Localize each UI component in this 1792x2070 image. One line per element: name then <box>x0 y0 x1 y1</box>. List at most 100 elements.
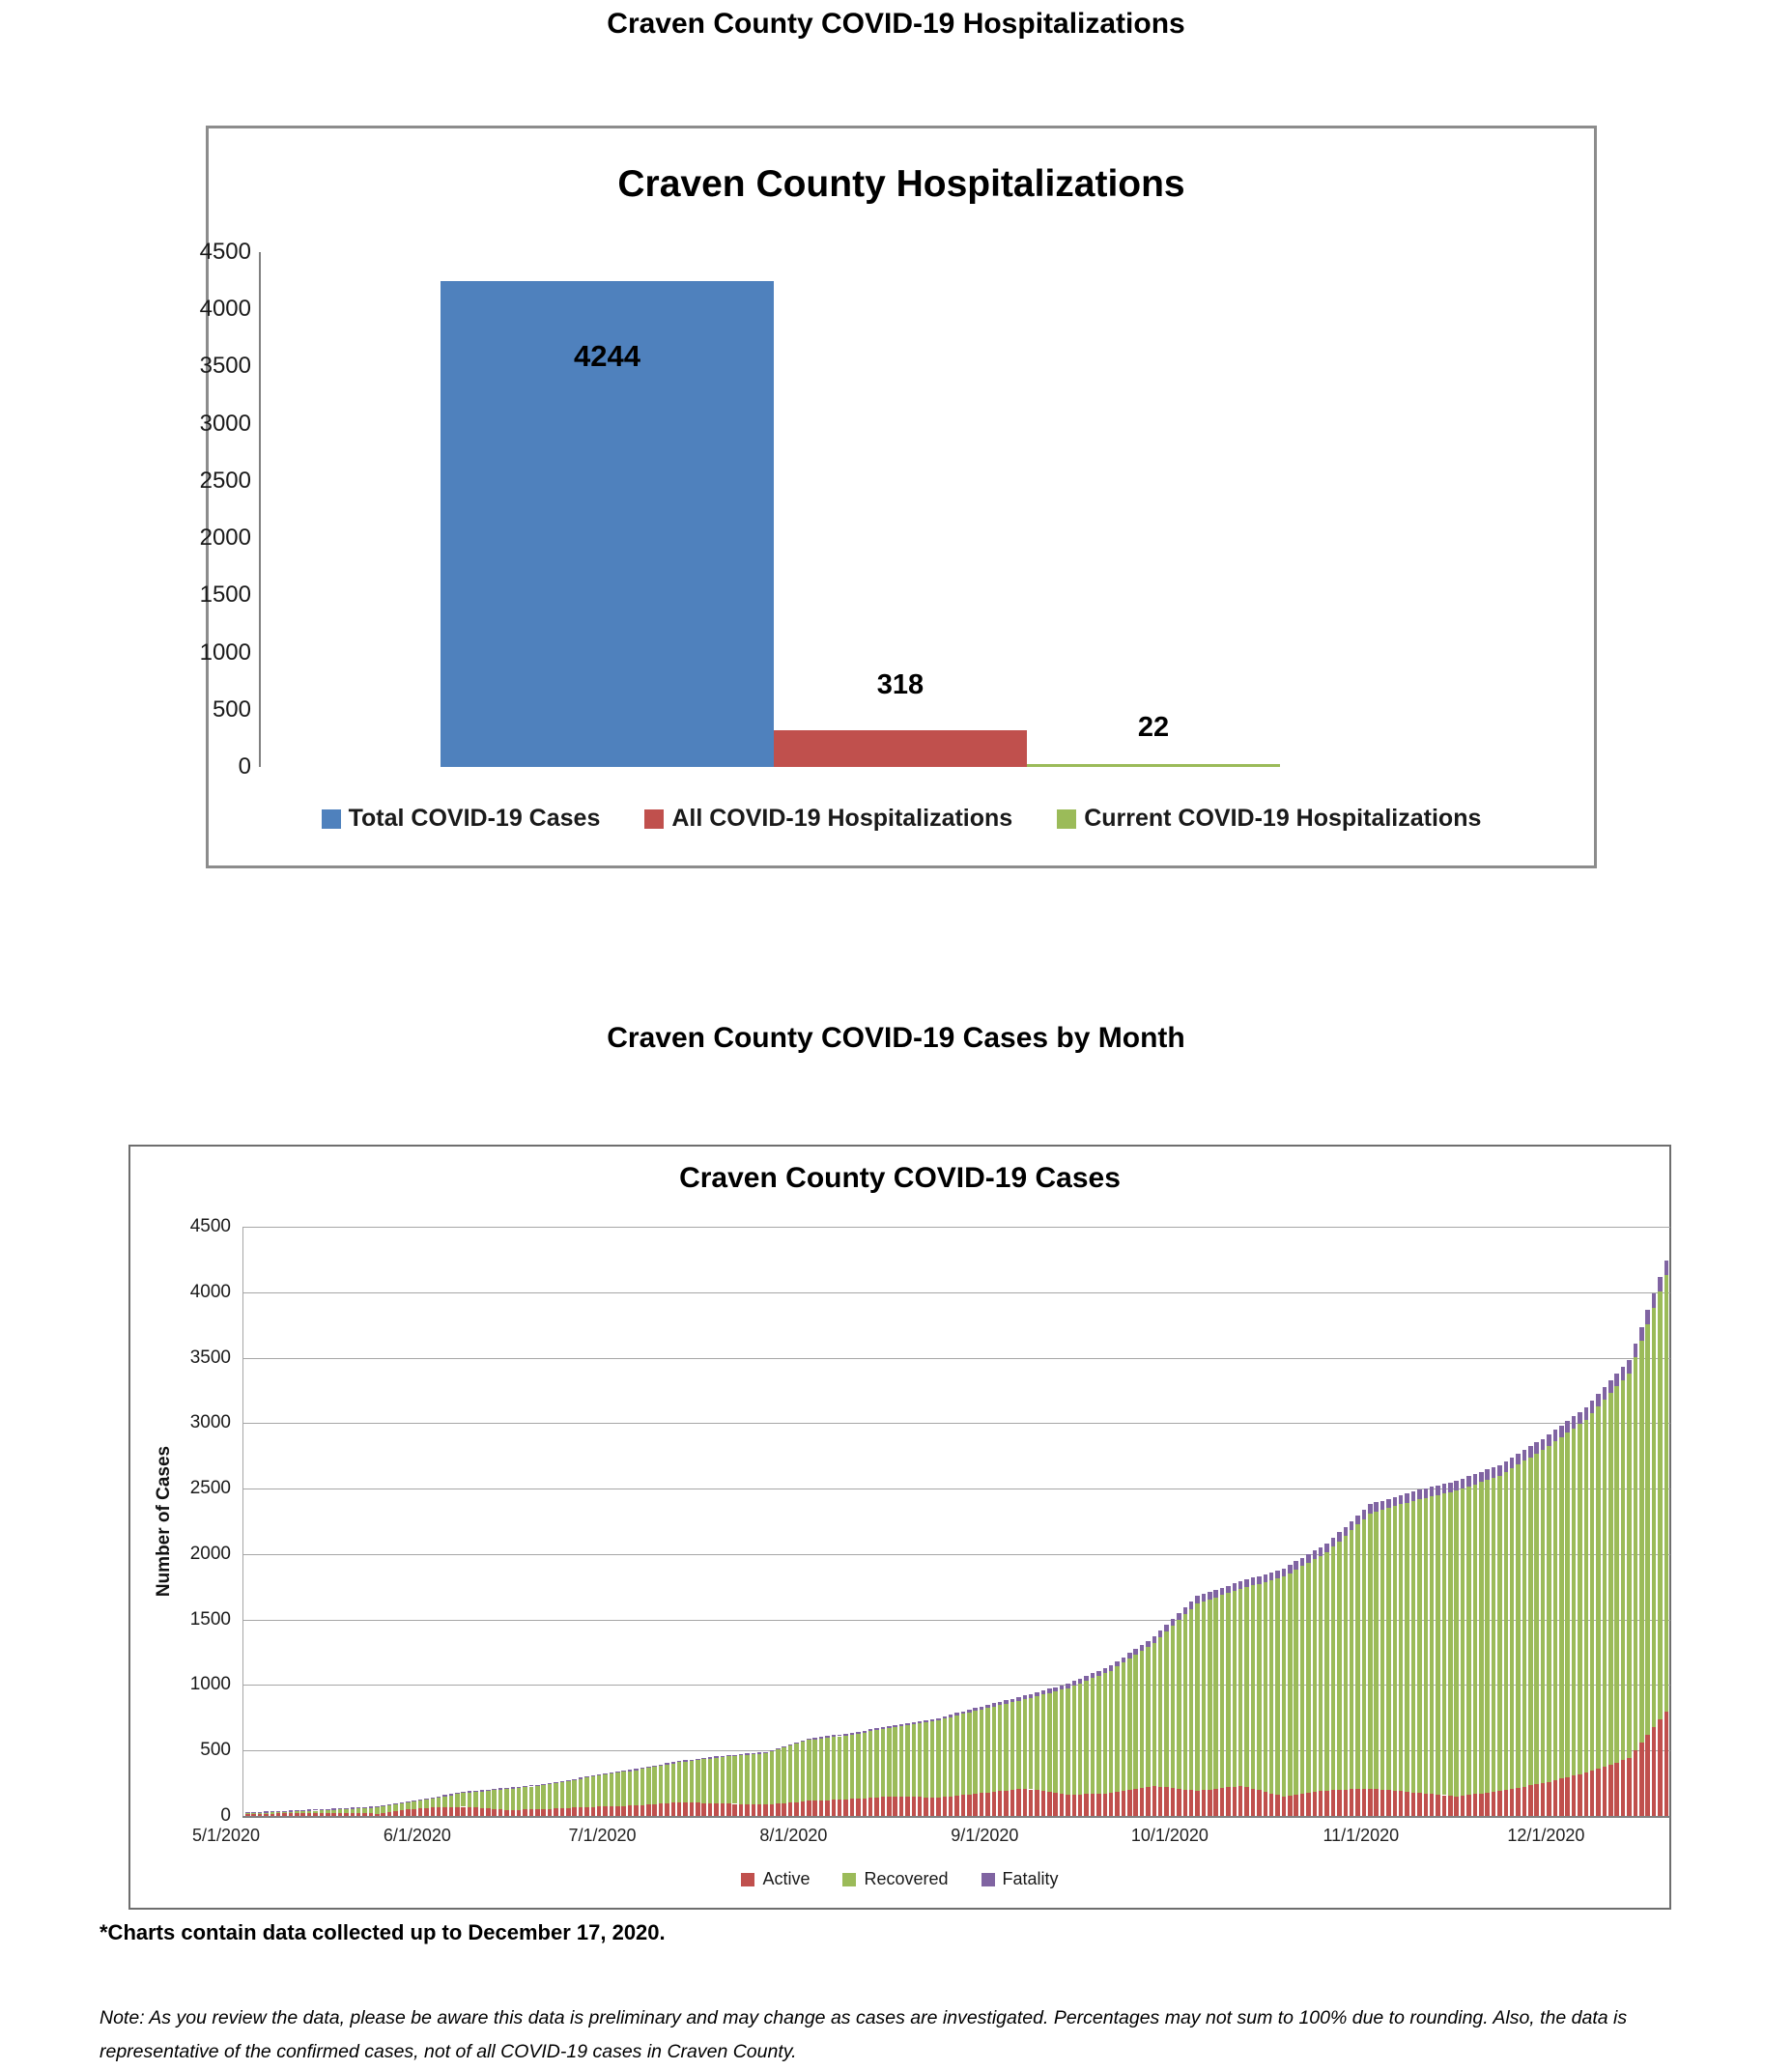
chart2-plot-area: 0 500 1000 1500 2000 2500 3000 3500 4000 4500 5/1/… <box>130 1147 1670 1908</box>
y-tick-label: 1500 <box>189 1608 231 1630</box>
bar-recovered-segment <box>1355 1524 1360 1790</box>
bar-fatality-segment <box>448 1794 454 1796</box>
bar-fatality-segment <box>1071 1681 1077 1687</box>
bar-recovered-segment <box>455 1794 460 1807</box>
bar-fatality-segment <box>701 1758 706 1760</box>
y-tick-label: 1000 <box>199 638 251 666</box>
bar-active-segment <box>701 1802 706 1816</box>
bar-recovered-segment <box>1281 1576 1287 1797</box>
bar-active-segment <box>973 1793 978 1816</box>
section-title-cases-by-month: Craven County COVID-19 Cases by Month <box>607 1022 1185 1054</box>
legend-swatch-icon <box>842 1872 857 1886</box>
bar-active-segment <box>362 1813 367 1816</box>
bar-active-segment <box>1077 1794 1083 1816</box>
bar-fatality-segment <box>646 1766 651 1769</box>
h-gridline <box>242 1357 1670 1359</box>
h-gridline <box>242 1423 1670 1425</box>
bar-recovered-segment <box>1436 1494 1440 1795</box>
bar-active-segment <box>751 1804 756 1816</box>
bar-fatality-segment <box>1201 1594 1207 1602</box>
y-tick-label: 4000 <box>199 296 251 323</box>
bar-recovered-segment <box>898 1725 904 1797</box>
bar-recovered-segment <box>707 1758 713 1803</box>
bar-recovered-segment <box>1312 1559 1318 1793</box>
bar-active-segment <box>1004 1790 1009 1816</box>
bar-fatality-segment <box>1614 1374 1619 1387</box>
bar-fatality-segment <box>924 1719 928 1722</box>
bar-fatality-segment <box>313 1809 318 1811</box>
bar-recovered-segment <box>800 1742 806 1801</box>
bar-active-segment <box>929 1797 935 1816</box>
bar-fatality-segment <box>1066 1684 1070 1688</box>
bar-active-segment <box>1133 1789 1138 1816</box>
bar-fatality-segment <box>1040 1690 1046 1695</box>
bar-active-segment <box>652 1803 657 1816</box>
bar-fatality-segment <box>467 1791 472 1793</box>
bar-fatality-segment <box>696 1758 700 1761</box>
bar-recovered-segment <box>1633 1356 1638 1751</box>
bar-fatality-segment <box>732 1754 737 1756</box>
bar-active-segment <box>1448 1796 1453 1816</box>
bar-active-segment <box>707 1802 713 1816</box>
bar-fatality-segment <box>689 1759 695 1761</box>
bar-recovered-segment <box>1115 1666 1120 1793</box>
bar-fatality-segment <box>300 1809 305 1812</box>
bar-all-covid-19-hospitalizations <box>774 730 1027 767</box>
bar-active-segment <box>473 1807 478 1816</box>
bar-fatality-segment <box>1503 1460 1509 1472</box>
bar-recovered-segment <box>381 1806 385 1813</box>
bar-fatality-segment <box>1547 1433 1551 1446</box>
bar-recovered-segment <box>1121 1662 1126 1792</box>
bar-active-segment <box>590 1806 596 1816</box>
bar-active-segment <box>1237 1785 1243 1816</box>
bar-fatality-segment <box>917 1720 923 1723</box>
bar-fatality-segment <box>1343 1526 1349 1536</box>
bar-fatality-segment <box>479 1790 485 1792</box>
bar-fatality-segment <box>948 1715 953 1717</box>
bar-active-segment <box>1016 1789 1021 1816</box>
bar-active-segment <box>1219 1788 1225 1816</box>
bar-fatality-segment <box>954 1713 959 1716</box>
bar-fatality-segment <box>1170 1619 1176 1627</box>
legend-item-total-covid-19-cases: Total COVID-19 Cases <box>321 805 600 833</box>
bar-fatality-segment <box>763 1751 768 1753</box>
bar-fatality-segment <box>1516 1454 1521 1465</box>
bar-recovered-segment <box>621 1772 626 1806</box>
bar-active-segment <box>621 1805 626 1816</box>
bar-active-segment <box>1066 1795 1070 1816</box>
bar-active-segment <box>1208 1789 1212 1816</box>
bar-fatality-segment <box>756 1752 762 1754</box>
y-tick-label: 3000 <box>199 410 251 437</box>
bar-active-segment <box>584 1806 589 1816</box>
legend-item-recovered: Recovered <box>842 1869 949 1889</box>
bar-active-segment <box>1275 1795 1280 1816</box>
bar-active-segment <box>849 1799 855 1816</box>
bar-active-segment <box>1368 1788 1373 1816</box>
bar-fatality-segment <box>319 1808 325 1811</box>
bar-active-segment <box>1602 1766 1607 1816</box>
bar-active-segment <box>251 1813 256 1816</box>
bar-active-segment <box>486 1808 491 1816</box>
bar-fatality-segment <box>1454 1480 1459 1491</box>
bar-recovered-segment <box>856 1733 861 1799</box>
bar-recovered-segment <box>1188 1608 1194 1791</box>
bar-fatality-segment <box>812 1737 817 1740</box>
h-gridline <box>242 1553 1670 1555</box>
bar-active-segment <box>1244 1787 1249 1816</box>
bar-fatality-segment <box>1318 1546 1323 1556</box>
bar-recovered-segment <box>1090 1678 1095 1795</box>
bar-recovered-segment <box>417 1801 423 1808</box>
bar-active-segment <box>1337 1789 1342 1816</box>
bar-recovered-segment <box>837 1736 842 1800</box>
bar-recovered-segment <box>510 1788 516 1810</box>
bar-recovered-segment <box>1040 1694 1046 1792</box>
bar-fatality-segment <box>1423 1488 1429 1498</box>
bar-recovered-segment <box>498 1789 503 1810</box>
x-tick-label: 10/1/2020 <box>1130 1826 1209 1845</box>
bar-fatality-segment <box>535 1784 540 1786</box>
bar-recovered-segment <box>1208 1599 1212 1790</box>
y-tick-label: 0 <box>220 1805 231 1826</box>
bar-recovered-segment <box>905 1724 910 1798</box>
bar-active-segment <box>948 1796 953 1816</box>
bar-fatality-segment <box>442 1795 447 1797</box>
